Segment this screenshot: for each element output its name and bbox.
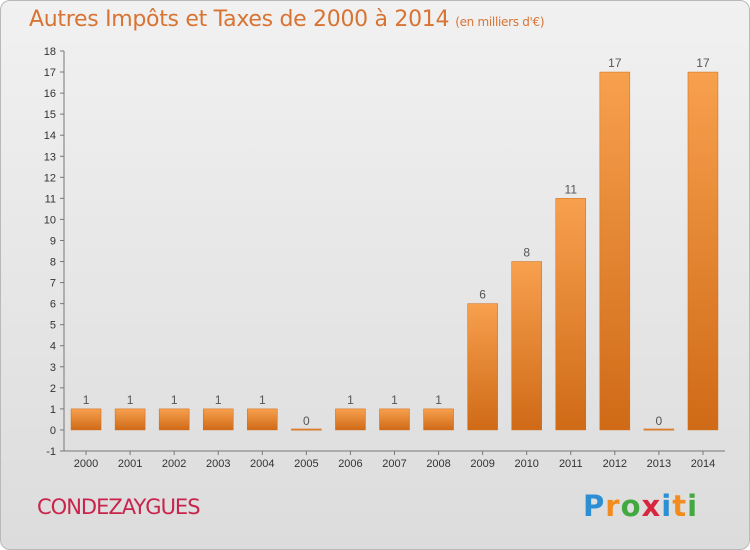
x-tick-label-2005: 2005 (294, 458, 318, 470)
x-tick-label-2000: 2000 (74, 458, 98, 470)
y-tick-label: 6 (50, 299, 56, 311)
bar-2011 (555, 198, 587, 431)
data-label-2012: 17 (608, 56, 622, 70)
y-tick-label: 2 (50, 383, 56, 395)
x-tick-label-2014: 2014 (691, 458, 715, 470)
y-tick-label: 17 (44, 67, 56, 79)
data-label-2003: 1 (215, 393, 222, 407)
logo-letter: o (620, 489, 642, 523)
y-tick-label: 9 (50, 235, 56, 247)
data-label-2009: 6 (479, 288, 486, 302)
y-tick-label: 8 (50, 257, 56, 269)
logo-letter: r (605, 489, 621, 523)
data-label-2011: 11 (565, 182, 578, 196)
data-label-2001: 1 (127, 393, 134, 407)
logo-letter: x (641, 489, 662, 523)
commune-name: CONDEZAYGUES (37, 495, 201, 519)
y-tick-label: 14 (44, 130, 56, 142)
x-tick-label-2013: 2013 (647, 458, 671, 470)
data-label-2005: 0 (303, 414, 310, 428)
bar-2012 (599, 71, 631, 431)
bar-2007 (379, 408, 410, 431)
x-tick-label-2008: 2008 (426, 458, 450, 470)
x-tick-label-2011: 2011 (559, 458, 583, 470)
data-label-2000: 1 (83, 393, 90, 407)
data-label-2013: 0 (656, 414, 663, 428)
data-label-2008: 1 (435, 393, 442, 407)
bar-2006 (335, 408, 366, 431)
x-tick-label-2007: 2007 (382, 458, 406, 470)
y-tick-label: 13 (44, 151, 56, 163)
y-tick-label: 1 (50, 404, 56, 416)
chart-title: Autres Impôts et Taxes de 2000 à 2014 (en… (29, 7, 545, 32)
x-tick-label-2009: 2009 (470, 458, 494, 470)
logo-letter: P (583, 489, 606, 523)
y-tick-label: 11 (45, 193, 56, 205)
y-tick-label: 15 (44, 109, 56, 121)
bar-2002 (158, 408, 190, 431)
x-tick-label-2012: 2012 (603, 458, 627, 470)
bar-2013 (643, 428, 675, 431)
data-label-2004: 1 (259, 393, 266, 407)
data-label-2014: 17 (696, 56, 710, 70)
proxiti-logo: Proxiti (583, 489, 698, 523)
y-tick-label: 18 (44, 46, 56, 58)
data-label-2006: 1 (347, 393, 354, 407)
y-tick-label: 7 (50, 278, 56, 290)
data-label-2010: 8 (523, 246, 530, 260)
y-tick-label: 0 (50, 425, 56, 437)
y-tick-label: 12 (44, 172, 56, 184)
x-tick-label-2010: 2010 (514, 458, 538, 470)
bar-2010 (511, 261, 542, 431)
y-tick-label: 4 (50, 341, 56, 353)
data-label-2007: 1 (391, 393, 398, 407)
bar-2000 (70, 408, 102, 431)
bar-2001 (114, 408, 146, 431)
x-tick-label-2001: 2001 (118, 458, 142, 470)
bar-2009 (467, 303, 498, 431)
chart-subtitle: (en milliers d'€) (455, 15, 545, 29)
x-tick-label-2006: 2006 (338, 458, 362, 470)
y-tick-label: 5 (50, 320, 56, 332)
bar-2004 (247, 408, 278, 431)
data-label-2002: 1 (171, 393, 178, 407)
logo-letter: t (672, 489, 688, 523)
y-tick-label: 3 (50, 362, 56, 374)
x-tick-label-2004: 2004 (250, 458, 274, 470)
x-tick-label-2002: 2002 (162, 458, 186, 470)
chart-bars (70, 71, 719, 431)
bar-2008 (423, 408, 454, 431)
y-tick-label: 16 (44, 88, 56, 100)
bar-2005 (291, 428, 322, 431)
x-tick-label-2003: 2003 (206, 458, 230, 470)
y-tick-label: 10 (44, 214, 56, 226)
logo-letter: i (687, 489, 699, 523)
y-tick-label: -1 (46, 446, 56, 458)
bar-2003 (202, 408, 234, 431)
bar-2014 (687, 71, 719, 431)
logo-letter: i (661, 489, 673, 523)
chart-title-text: Autres Impôts et Taxes de 2000 à 2014 (29, 7, 450, 32)
